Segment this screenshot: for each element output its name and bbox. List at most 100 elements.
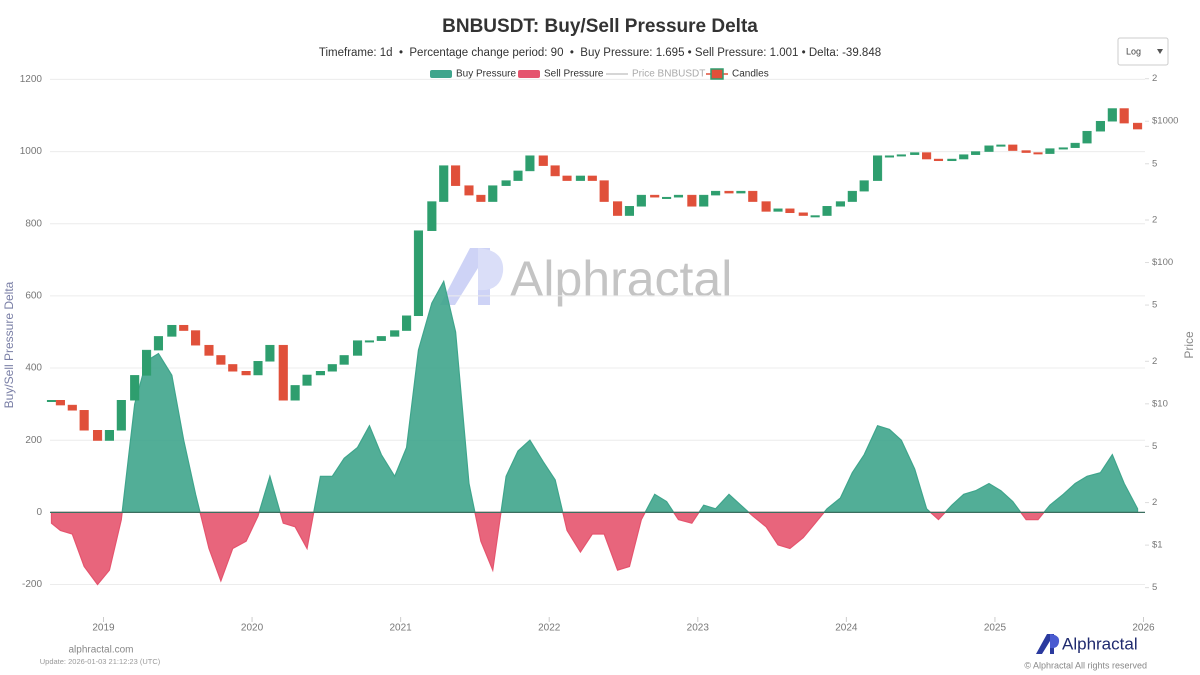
candle: [785, 208, 795, 214]
candle: [613, 201, 623, 216]
y2-tick-label: 5: [1152, 441, 1157, 452]
candle: [884, 155, 895, 158]
brand-logo-mark: [1050, 634, 1060, 649]
pressure-area: [312, 279, 476, 513]
legend-label[interactable]: Candles: [732, 69, 769, 80]
candle: [810, 215, 820, 218]
brand-logo: Alphractal: [1036, 634, 1138, 654]
candle: [402, 315, 412, 331]
y-axis-label: Buy/Sell Pressure Delta: [2, 281, 16, 408]
pressure-area: [943, 482, 1022, 513]
candle: [116, 400, 126, 431]
y2-tick-label: $10: [1152, 398, 1168, 409]
y2-axis-label: Price: [1182, 331, 1196, 359]
x-tick-label: 2023: [687, 623, 710, 634]
scale-selector[interactable]: Log: [1117, 37, 1169, 66]
y2-tick-label: 2: [1152, 215, 1157, 226]
candle: [204, 344, 214, 356]
candle: [525, 155, 535, 172]
candle: [599, 180, 609, 202]
candle: [1045, 148, 1055, 154]
candle: [130, 375, 140, 401]
x-tick-label: 2025: [984, 623, 1007, 634]
chart-title: BNBUSDT: Buy/Sell Pressure Delta: [442, 16, 758, 37]
x-tick-label: 2026: [1132, 623, 1155, 634]
candle: [922, 152, 932, 160]
pressure-area: [50, 511, 123, 586]
footer-update: Update: 2026-01-03 21:12:23 (UTC): [40, 657, 161, 666]
brand-logo-mark: [1036, 634, 1054, 654]
candle: [673, 194, 684, 198]
watermark: Alphractal: [440, 248, 732, 307]
pressure-area: [1019, 511, 1046, 521]
candle: [724, 190, 734, 194]
y-tick-label: -200: [22, 579, 42, 590]
footer-site: alphractal.com: [68, 645, 133, 656]
candle: [228, 364, 238, 372]
candle: [1033, 152, 1043, 155]
selector-label[interactable]: Log: [1126, 46, 1141, 56]
candle: [290, 385, 300, 401]
watermark-logo: [440, 248, 490, 305]
candle: [439, 165, 449, 202]
candle: [476, 194, 486, 202]
pressure-area: [279, 511, 315, 551]
candle: [996, 144, 1006, 147]
pressure-area: [1042, 453, 1139, 513]
y2-tick-label: 2: [1152, 497, 1157, 508]
legend-label[interactable]: Sell Pressure: [544, 69, 604, 80]
candle: [464, 185, 474, 196]
candle: [327, 364, 337, 372]
candle: [822, 206, 832, 216]
candle: [55, 400, 65, 406]
candle: [624, 206, 634, 216]
candle: [1070, 142, 1080, 148]
pressure-area: [644, 493, 675, 513]
candle: [46, 400, 57, 403]
legend-swatch: [710, 68, 724, 80]
candle: [636, 194, 646, 207]
candle: [773, 208, 783, 212]
pressure-area: [929, 511, 947, 521]
y2-tick-label: 2: [1152, 356, 1157, 367]
candle: [79, 410, 89, 431]
plot-area: [46, 108, 1143, 586]
candle: [153, 336, 164, 351]
candle: [761, 201, 771, 212]
candle: [179, 324, 189, 331]
x-tick-label: 2020: [241, 623, 264, 634]
pressure-area: [747, 511, 826, 550]
legend-label[interactable]: Price BNBUSDT: [632, 69, 705, 80]
x-tick-label: 2022: [538, 623, 561, 634]
legend-label[interactable]: Buy Pressure: [456, 69, 516, 80]
candle: [501, 180, 511, 186]
legend-swatch: [518, 70, 540, 78]
selector-box[interactable]: [1117, 37, 1169, 66]
candle: [910, 152, 920, 155]
legend-swatch: [430, 70, 452, 78]
candle: [798, 212, 808, 216]
candle: [364, 340, 374, 343]
candle: [575, 175, 585, 181]
selector-caret[interactable]: [1157, 49, 1163, 54]
candle: [67, 404, 77, 411]
y-tick-label: 1000: [20, 146, 43, 157]
candle: [1107, 108, 1117, 122]
candle: [550, 165, 560, 177]
y-tick-label: 600: [25, 291, 42, 302]
candle: [1133, 122, 1143, 130]
candle: [1119, 108, 1129, 124]
pressure-area: [500, 439, 564, 513]
pressure-area: [258, 474, 281, 513]
y-tick-label: 0: [36, 507, 42, 518]
candle: [873, 155, 883, 181]
x-tick-label: 2021: [390, 623, 413, 634]
candle: [1082, 130, 1092, 144]
candle: [984, 145, 994, 152]
candle: [736, 190, 746, 194]
pressure-area: [697, 493, 751, 513]
candle: [847, 190, 857, 202]
pressure-area: [562, 511, 647, 571]
candle: [947, 158, 957, 162]
